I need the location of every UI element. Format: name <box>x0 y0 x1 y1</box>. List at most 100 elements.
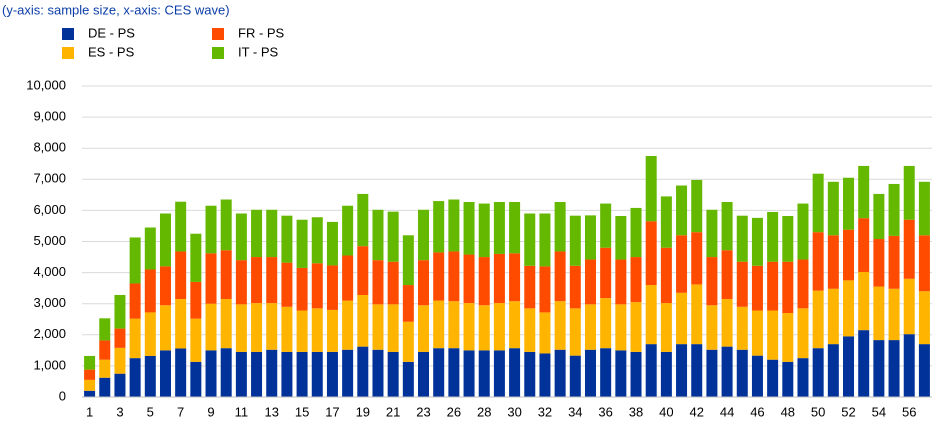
y-tick-label: 5,000 <box>33 233 66 248</box>
chart-subtitle: (y-axis: sample size, x-axis: CES wave) <box>2 2 230 17</box>
bar-segment <box>235 260 247 305</box>
bar-segment <box>402 235 414 286</box>
bar-segment <box>129 237 141 284</box>
bar-segment <box>493 253 505 304</box>
bar-segment <box>205 205 217 254</box>
x-tick-label: 54 <box>872 404 886 419</box>
bar-segment <box>843 280 855 337</box>
bar-segment <box>782 261 794 314</box>
bar-segment <box>584 215 596 260</box>
x-tick-label: 44 <box>720 404 734 419</box>
y-tick-label: 10,000 <box>26 77 66 92</box>
bar-segment <box>584 349 596 397</box>
bar-segment <box>281 306 293 352</box>
bar-segment <box>630 257 642 303</box>
bar-segment <box>463 254 475 304</box>
legend-label: DE - PS <box>88 25 135 40</box>
bar-segment <box>175 299 187 349</box>
bar-segment <box>676 185 688 236</box>
bar-segment <box>827 344 839 397</box>
x-tick-label: 23 <box>416 404 430 419</box>
bar-segment <box>524 265 536 309</box>
bar-segment <box>827 288 839 345</box>
bar-segment <box>903 278 915 335</box>
bar-segment <box>569 265 581 309</box>
bar-segment <box>736 349 748 397</box>
bar-segment <box>509 253 521 302</box>
bar-segment <box>99 377 111 397</box>
bar-segment <box>615 259 627 305</box>
bar-segment <box>372 349 384 397</box>
bar-segment <box>478 305 490 351</box>
bar-segment <box>418 209 430 261</box>
legend-swatch <box>62 47 74 59</box>
bar-segment <box>235 304 247 352</box>
bar-segment <box>706 257 718 306</box>
bar-segment <box>448 199 460 252</box>
x-tick-label: 32 <box>538 404 552 419</box>
bar-segment <box>615 304 627 351</box>
bar-segment <box>296 351 308 397</box>
bar-segment <box>812 290 824 349</box>
bar-segment <box>266 349 278 397</box>
bar-segment <box>402 321 414 362</box>
bar-segment <box>99 318 111 341</box>
bar-segment <box>144 227 156 270</box>
y-tick-label: 7,000 <box>33 171 66 186</box>
x-tick-label: 3 <box>116 404 123 419</box>
x-tick-label: 9 <box>207 404 214 419</box>
bar-segment <box>645 344 657 397</box>
bar-segment <box>706 209 718 258</box>
bar-segment <box>493 350 505 397</box>
x-tick-label: 40 <box>659 404 673 419</box>
bar-segment <box>251 257 263 304</box>
legend-label: FR - PS <box>238 25 285 40</box>
bar-segment <box>600 298 612 349</box>
bar-segment <box>691 179 703 233</box>
bar-segment <box>372 260 384 305</box>
y-tick-label: 4,000 <box>33 264 66 279</box>
bar-segment <box>311 263 323 309</box>
bar-segment <box>84 390 96 397</box>
bar-segment <box>569 308 581 356</box>
bar-segment <box>235 213 247 261</box>
bar-segment <box>554 202 566 252</box>
bar-segment <box>251 351 263 397</box>
bar-segment <box>660 351 672 397</box>
bar-segment <box>827 235 839 289</box>
x-tick-label: 11 <box>235 404 249 419</box>
bar-segment <box>858 165 870 219</box>
bar-segment <box>645 155 657 222</box>
bar-segment <box>159 350 171 397</box>
bar-segment <box>660 247 672 304</box>
bar-segment <box>493 303 505 351</box>
x-tick-label: 28 <box>477 404 491 419</box>
bar-segment <box>767 261 779 311</box>
bar-segment <box>843 229 855 281</box>
bar-segment <box>114 373 126 397</box>
bar-segment <box>144 269 156 313</box>
bar-segment <box>448 348 460 397</box>
bar-segment <box>357 193 369 247</box>
bar-segment <box>751 310 763 356</box>
bar-segment <box>433 300 445 349</box>
bar-segment <box>220 199 232 251</box>
bar-segment <box>448 301 460 349</box>
bar-segment <box>84 369 96 380</box>
bar-segment <box>372 304 384 350</box>
y-tick-label: 2,000 <box>33 326 66 341</box>
bar-segment <box>873 286 885 341</box>
bar-segment <box>251 303 263 352</box>
bar-segment <box>843 177 855 230</box>
bar-segment <box>903 334 915 397</box>
bar-segment <box>463 202 475 255</box>
bar-segment <box>812 173 824 233</box>
x-tick-label: 13 <box>264 404 278 419</box>
bar-segment <box>129 318 141 359</box>
bar-segment <box>205 303 217 351</box>
bar-segment <box>175 251 187 300</box>
bar-segment <box>858 271 870 331</box>
bar-segment <box>342 349 354 397</box>
bar-segment <box>159 213 171 267</box>
bar-segment <box>554 301 566 350</box>
